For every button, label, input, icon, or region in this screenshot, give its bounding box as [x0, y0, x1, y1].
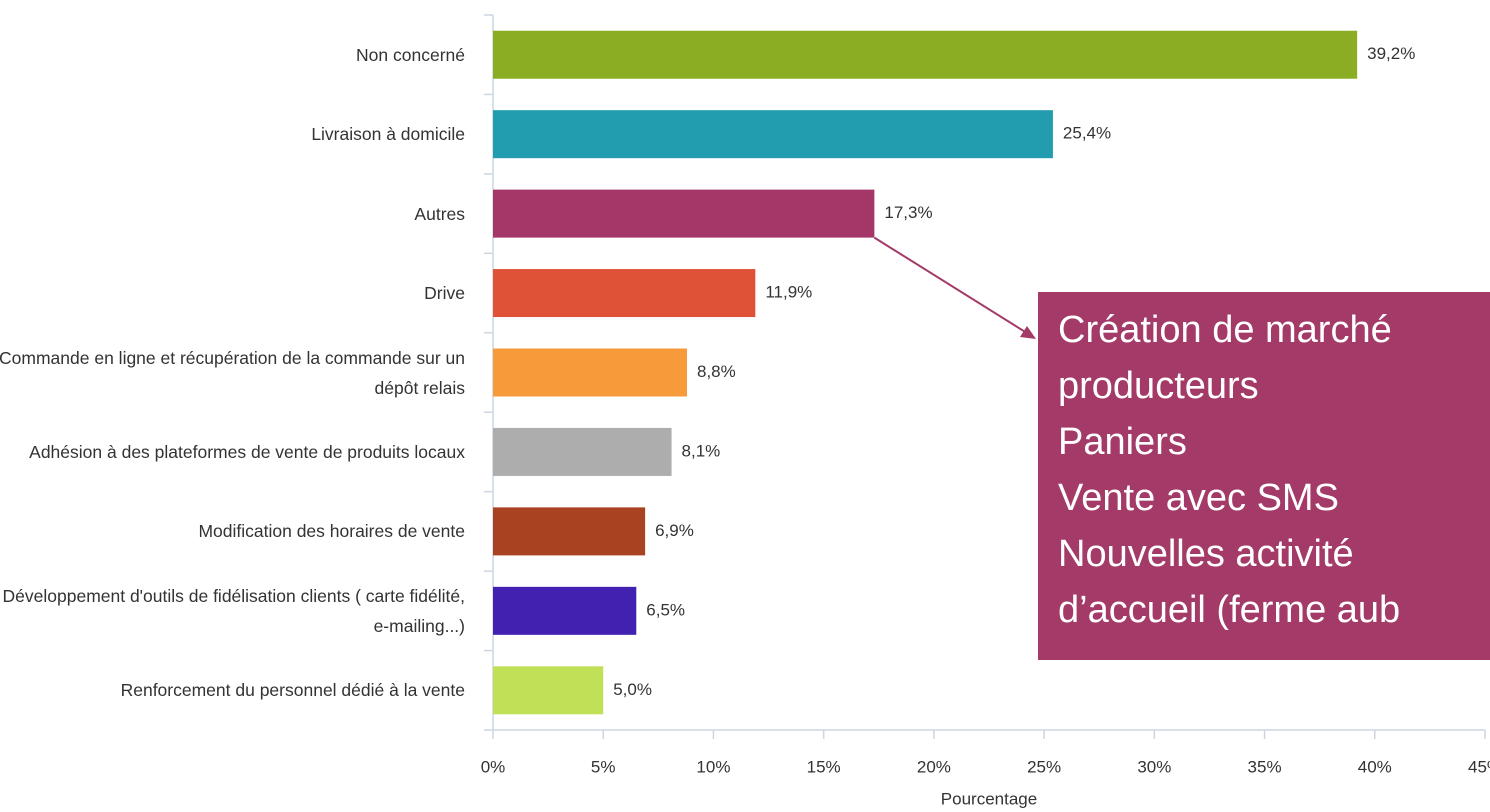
x-tick-label: 30% — [1137, 757, 1171, 776]
x-tick-label: 35% — [1248, 757, 1282, 776]
value-label: 8,1% — [682, 441, 721, 460]
value-label: 6,9% — [655, 521, 694, 540]
value-label: 39,2% — [1367, 44, 1415, 63]
x-tick-label: 0% — [481, 757, 506, 776]
category-label: Commande en ligne et récupération de la … — [0, 347, 465, 398]
annotation-line: Vente avec SMS — [1058, 477, 1339, 519]
x-tick-label: 15% — [807, 757, 841, 776]
category-label: Drive — [424, 283, 465, 304]
x-tick-label: 20% — [917, 757, 951, 776]
annotation-box: Création de marché producteurs Paniers Vent… — [1038, 292, 1490, 660]
category-label: Non concerné — [356, 44, 465, 65]
x-tick-label: 45% — [1468, 757, 1490, 776]
value-label: 17,3% — [884, 203, 932, 222]
arrow-head — [1020, 326, 1036, 339]
x-tick-label: 40% — [1358, 757, 1392, 776]
bar — [493, 666, 604, 715]
value-label: 6,5% — [646, 600, 685, 619]
annotation-line: Paniers — [1058, 421, 1187, 463]
bar — [493, 30, 1358, 79]
bar — [493, 269, 756, 318]
annotation-line: Création de marché — [1058, 309, 1392, 351]
annotation-line: producteurs — [1058, 365, 1259, 407]
x-tick-label: 25% — [1027, 757, 1061, 776]
bar — [493, 427, 672, 476]
bar — [493, 348, 687, 397]
annotation-line: Nouvelles activité — [1058, 533, 1354, 575]
value-label: 5,0% — [613, 680, 652, 699]
category-label: Adhésion à des plateformes de vente de p… — [29, 441, 465, 462]
bar — [493, 586, 637, 635]
bar — [493, 110, 1053, 159]
x-tick-label: 10% — [696, 757, 730, 776]
category-label: Autres — [414, 203, 465, 224]
category-label: Livraison à domicile — [311, 124, 465, 145]
annotation-arrow — [873, 236, 1031, 336]
category-label: Modification des horaires de vente — [198, 521, 465, 542]
bar — [493, 507, 646, 556]
value-label: 8,8% — [697, 362, 736, 381]
value-label: 11,9% — [765, 283, 812, 302]
bar — [493, 189, 875, 238]
annotation-line: d’accueil (ferme aub — [1058, 589, 1401, 631]
x-axis-label: Pourcentage — [941, 789, 1037, 808]
category-label: Développement d'outils de fidélisation c… — [2, 585, 465, 636]
x-tick-label: 5% — [591, 757, 616, 776]
value-label: 25,4% — [1063, 124, 1111, 143]
category-label: Renforcement du personnel dédié à la ven… — [120, 680, 465, 701]
